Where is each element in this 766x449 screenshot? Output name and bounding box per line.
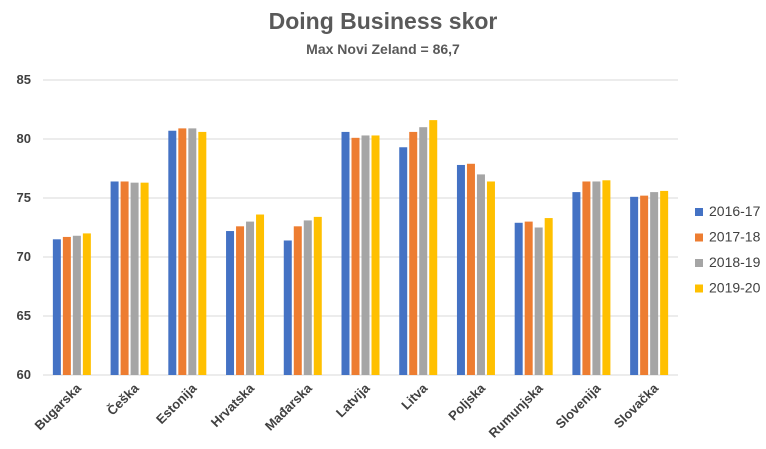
bar (544, 218, 553, 375)
legend-label: 2018-19 (709, 254, 761, 270)
bar (592, 181, 601, 375)
legend-label: 2019-20 (709, 280, 761, 296)
bar (514, 222, 523, 375)
bar (650, 192, 659, 375)
bar (572, 192, 581, 375)
bar (602, 180, 611, 375)
bar (361, 135, 370, 375)
x-tick-label: Poljska (445, 380, 488, 423)
x-tick-label: Latvija (333, 380, 373, 420)
x-axis-ticks: Bugarska Češka Estonija Hrvatska Mađarska Lat… (31, 380, 661, 441)
bar (226, 231, 235, 375)
bar (52, 239, 61, 375)
y-tick-label: 70 (17, 249, 31, 264)
x-tick-label: Bugarska (31, 380, 84, 433)
x-tick-label: Litva (398, 380, 431, 413)
bar (660, 190, 669, 375)
bar (140, 182, 149, 375)
bar (198, 131, 207, 375)
x-tick-label: Slovačka (611, 380, 662, 431)
chart-title: Doing Business skor (269, 8, 498, 34)
bar (456, 164, 465, 375)
legend-swatch (695, 259, 703, 267)
bar (486, 181, 495, 375)
y-tick-label: 60 (17, 367, 31, 382)
legend-swatch (695, 284, 703, 293)
bar (399, 147, 408, 375)
bars (52, 120, 669, 376)
bar (82, 233, 91, 375)
legend: 2016-17 2017-18 2018-19 2019-20 (695, 203, 761, 296)
bar (371, 135, 380, 375)
bar (246, 221, 255, 375)
y-tick-label: 85 (17, 72, 31, 87)
legend-label: 2016-17 (709, 203, 761, 219)
bar (409, 131, 418, 375)
bar (168, 130, 177, 375)
bar (534, 227, 543, 375)
y-axis-ticks: 60 65 70 75 80 85 (17, 72, 31, 382)
bar (110, 181, 119, 375)
bar (313, 216, 322, 375)
bar (303, 220, 312, 375)
legend-label: 2017-18 (709, 229, 761, 245)
y-tick-label: 65 (17, 308, 31, 323)
x-tick-label: Mađarska (262, 380, 316, 434)
y-tick-label: 75 (17, 190, 31, 205)
bar (236, 226, 245, 375)
bar (630, 196, 639, 375)
bar (178, 128, 187, 375)
bar (476, 174, 485, 375)
bar (62, 236, 71, 375)
bar (524, 221, 533, 375)
bar (188, 128, 197, 375)
bar (341, 131, 350, 375)
bar (419, 127, 428, 375)
legend-swatch (695, 208, 703, 216)
bar (582, 181, 591, 375)
y-tick-label: 80 (17, 131, 31, 146)
bar (429, 120, 438, 376)
bar (293, 226, 302, 375)
x-tick-label: Hrvatska (208, 380, 258, 430)
bar (120, 181, 129, 375)
x-tick-label: Estonija (153, 380, 200, 427)
bar (466, 163, 475, 375)
bar (130, 182, 139, 375)
chart-subtitle: Max Novi Zeland = 86,7 (306, 41, 460, 57)
bar (283, 240, 292, 375)
bar (72, 235, 81, 375)
gridlines (43, 79, 678, 376)
legend-swatch (695, 233, 703, 242)
x-tick-label: Češka (104, 380, 142, 418)
bar (351, 137, 360, 375)
bar (256, 214, 265, 375)
x-tick-label: Rumunjska (486, 380, 547, 441)
bar (640, 195, 649, 375)
x-tick-label: Slovenija (553, 380, 605, 432)
